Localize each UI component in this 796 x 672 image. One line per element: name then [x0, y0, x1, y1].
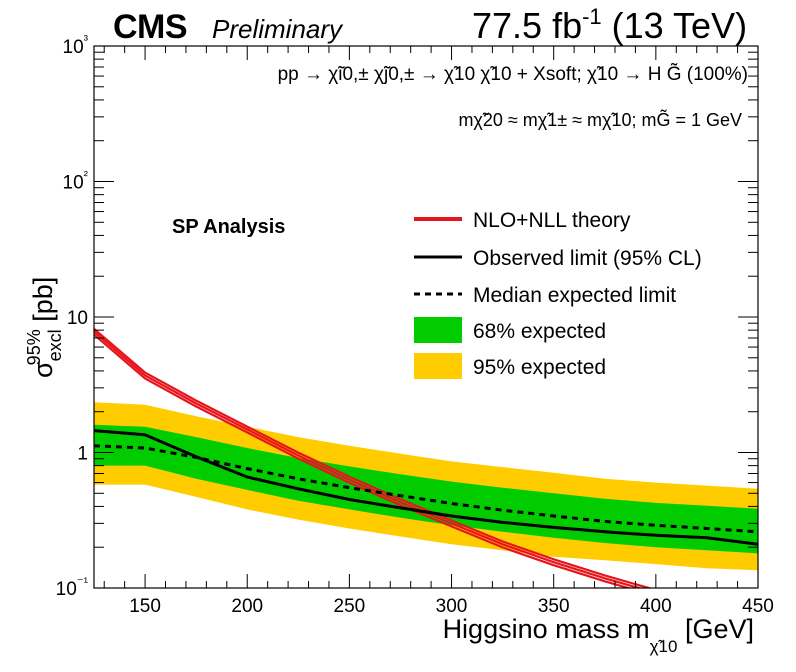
x-tick-label: 350 — [538, 596, 570, 617]
y-tick-label: 10⁻¹ — [56, 574, 89, 600]
energy-label: (13 TeV) — [611, 5, 748, 46]
y-tick-label: 10³ — [63, 32, 89, 58]
x-axis-title: Higgsino mass mχ̃10 [GeV] — [443, 614, 754, 656]
y-tick-label: 10² — [63, 168, 89, 194]
x-tick-label: 300 — [436, 596, 468, 617]
legend-95-swatch — [414, 353, 462, 379]
y-tick-label: 10 — [67, 308, 88, 329]
analysis-label: SP Analysis — [172, 216, 285, 238]
x-tick-label: 150 — [129, 596, 161, 617]
x-axis-ticks: 150 200 250 300 350 400 450 — [103, 46, 774, 617]
observed-limit-curve — [94, 429, 758, 546]
preliminary-label: Preliminary — [212, 14, 343, 44]
x-tick-label: 450 — [742, 596, 774, 617]
band-68-expected — [94, 424, 758, 554]
legend-theory-label: NLO+NLL theory — [473, 209, 631, 232]
x-tick-label: 200 — [231, 596, 263, 617]
y-tick-label: 1 — [77, 444, 88, 465]
legend-95-label: 95% expected — [473, 356, 606, 379]
process-description: pp → χ̃i0,± χ̃j0,± → χ̃10 χ̃10 + Xsoft; … — [278, 63, 748, 85]
experiment-label: CMS — [113, 8, 188, 46]
x-tick-label: 400 — [640, 596, 672, 617]
legend-observed-label: Observed limit (95% CL) — [473, 247, 702, 270]
legend-68-swatch — [414, 317, 462, 343]
legend: NLO+NLL theory Observed limit (95% CL) M… — [414, 209, 702, 379]
legend-68-label: 68% expected — [473, 320, 606, 343]
lumi-exponent: -1 — [582, 4, 602, 29]
y-axis-ticks: 10⁻¹ 1 10 10² 10³ — [56, 32, 758, 600]
lumi-value: 77.5 fb — [472, 5, 583, 46]
legend-expected-label: Median expected limit — [473, 284, 676, 307]
theory-curve-lower — [94, 333, 633, 588]
theory-curve-upper — [94, 327, 653, 588]
luminosity-label: 77.5 fb-1 (13 TeV) — [472, 4, 747, 47]
theory-curve — [94, 330, 643, 588]
y-axis-title: σexcl95% [pb] — [24, 277, 65, 378]
x-tick-label: 250 — [334, 596, 366, 617]
mass-assumption: mχ̃20 ≈ mχ̃1± ≈ mχ̃10; mG̃ = 1 GeV — [458, 109, 742, 130]
